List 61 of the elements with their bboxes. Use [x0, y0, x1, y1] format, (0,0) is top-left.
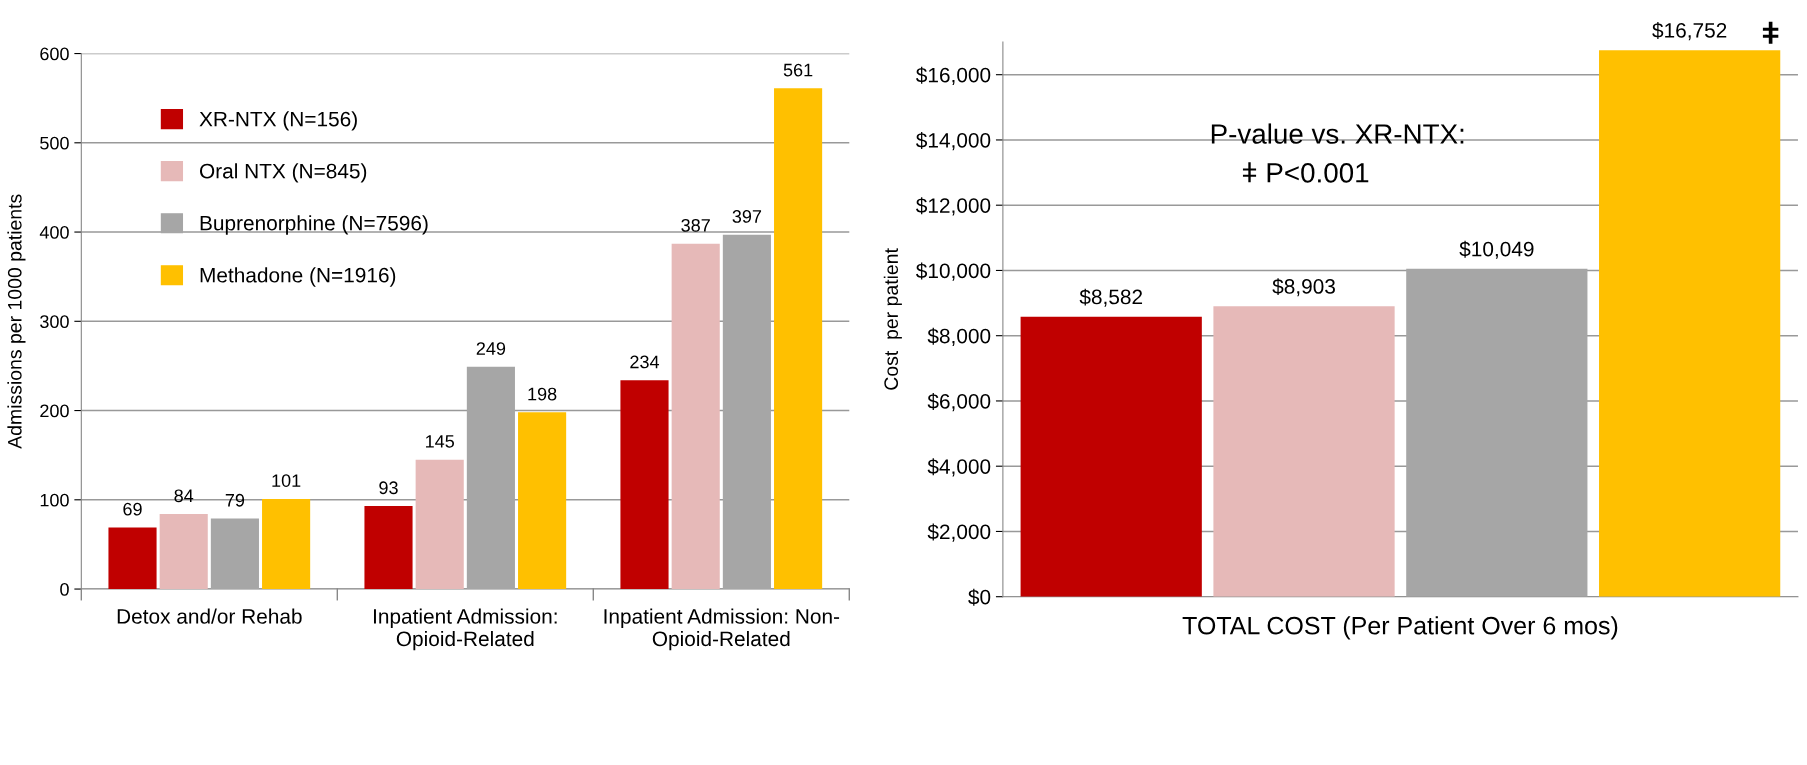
x-tick-label: TOTAL COST (Per Patient Over 6 mos)	[1182, 616, 1618, 640]
bar	[620, 380, 669, 590]
annotation: ǂ P<0.001	[1242, 162, 1369, 183]
bar	[159, 514, 208, 590]
legend-label: XR-NTX (N=156)	[199, 111, 357, 131]
data-label: $10,049	[1459, 240, 1534, 259]
data-label: 145	[426, 435, 455, 448]
y-tick-label: 100	[40, 493, 69, 507]
data-label: 249	[476, 342, 506, 355]
bar	[364, 506, 413, 590]
y-tick-label: 400	[39, 225, 69, 239]
data-label: $8,903	[1272, 278, 1335, 297]
bar	[671, 243, 720, 590]
x-tick-label: Inpatient Admission: Non- Opioid-Related	[604, 608, 840, 651]
y-tick-label: $14,000	[916, 132, 991, 151]
x-tick-label: Detox and/or Rehab	[117, 608, 302, 624]
bar	[108, 527, 157, 590]
bar	[210, 518, 259, 590]
data-label: 387	[681, 218, 710, 232]
x-tick-label: Inpatient Admission: Opioid-Related	[374, 608, 557, 651]
data-label: $8,582	[1079, 288, 1143, 307]
legend-label: Methadone (N=1916)	[200, 267, 396, 287]
legend-label: Buprenorphine (N=7596)	[200, 215, 428, 235]
data-label: 84	[174, 489, 194, 503]
y-tick-label: $6,000	[927, 393, 991, 412]
y-tick-label: $8,000	[927, 327, 991, 346]
data-label: $16,752	[1652, 22, 1727, 41]
y-tick-label: $2,000	[927, 523, 991, 542]
bar	[1599, 50, 1781, 597]
y-tick-label: 500	[40, 136, 69, 150]
y-tick-label: $4,000	[927, 458, 991, 477]
y-tick-label: $16,000	[916, 66, 991, 85]
data-label: 561	[783, 63, 813, 77]
y-axis-title: Admissions per 1000 patients	[7, 194, 26, 449]
annotation: P-value vs. XR-NTX:	[1211, 123, 1464, 144]
y-tick-label: $12,000	[916, 197, 991, 216]
y-axis-title: Cost per patient	[883, 248, 902, 390]
bar	[466, 366, 515, 590]
bar	[774, 88, 823, 590]
y-tick-label: 300	[40, 315, 69, 329]
data-label: 397	[732, 210, 762, 223]
bar	[1213, 306, 1395, 597]
bar	[722, 234, 771, 590]
data-label: 69	[123, 502, 142, 516]
bar	[262, 498, 311, 590]
bar	[1020, 316, 1202, 597]
bar	[1406, 268, 1588, 597]
legend-label: Oral NTX (N=845)	[199, 163, 367, 183]
bar	[415, 459, 464, 590]
data-label: 79	[225, 493, 245, 507]
y-tick-label: $0	[968, 588, 991, 606]
y-tick-label: $10,000	[916, 262, 991, 281]
data-label: 93	[379, 481, 398, 495]
data-label: 198	[528, 387, 557, 401]
annotation: ǂ	[1762, 21, 1779, 44]
y-tick-label: 600	[40, 47, 69, 61]
y-tick-label: 0	[60, 582, 69, 596]
data-label: 234	[630, 355, 660, 369]
bar	[518, 412, 567, 590]
y-tick-label: 200	[40, 404, 69, 418]
data-label: 101	[272, 474, 301, 488]
